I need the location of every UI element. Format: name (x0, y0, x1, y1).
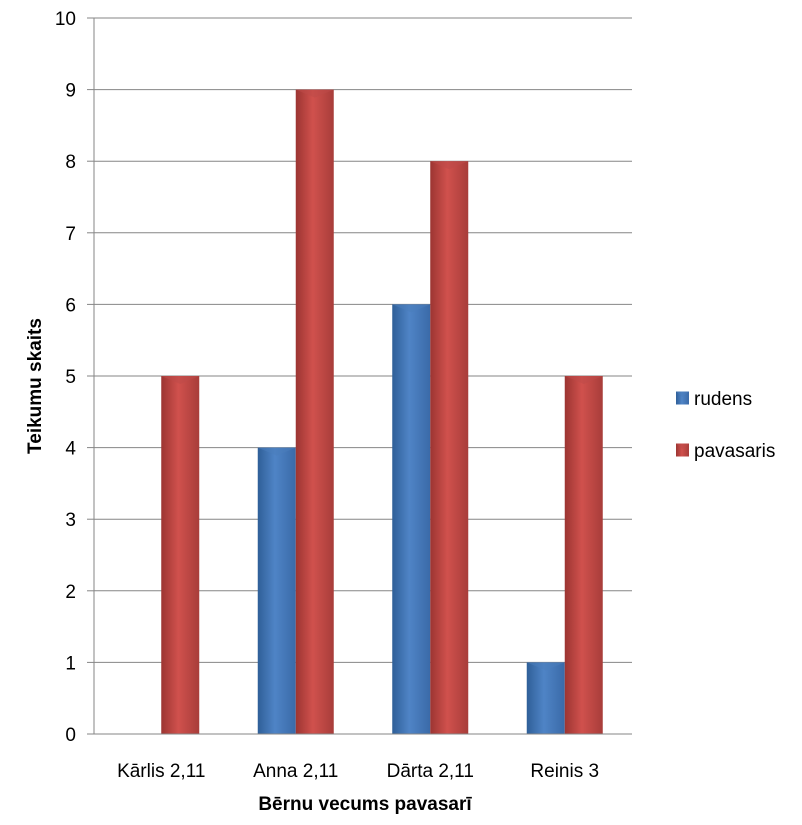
bar-bevel (430, 161, 469, 170)
y-tick-label: 9 (65, 81, 76, 102)
legend-swatch (676, 443, 689, 457)
bar-body (392, 304, 431, 734)
x-tick-label: Kārlis 2,11 (117, 761, 205, 782)
bar-body (295, 89, 334, 735)
bar-body (564, 376, 603, 734)
bar-pavasaris (295, 89, 334, 735)
legend-label: pavasaris (694, 441, 775, 462)
bar-pavasaris (564, 376, 603, 734)
bar-bevel (392, 304, 431, 313)
bar-rudens (526, 662, 565, 734)
legend: rudens pavasaris (676, 389, 775, 462)
y-tick-label: 2 (65, 582, 76, 603)
legend-swatch-bevel (676, 443, 689, 449)
y-tick-label: 3 (65, 510, 76, 531)
y-tick-label: 10 (55, 9, 76, 30)
bar-pavasaris (430, 161, 469, 734)
bar-body (257, 447, 296, 734)
y-tick-labels: 0 1 2 3 4 5 6 7 8 9 10 (55, 9, 77, 746)
bar-pavasaris (161, 376, 200, 734)
y-tick-label: 1 (65, 653, 76, 674)
y-tick-label: 6 (65, 295, 76, 316)
bar-bevel (564, 376, 603, 384)
legend-item-pavasaris: pavasaris (676, 441, 775, 462)
bars (161, 89, 603, 735)
y-tick-label: 5 (65, 367, 76, 388)
bar-bevel (257, 447, 296, 456)
bar-bevel (526, 662, 565, 671)
axes (87, 17, 632, 735)
y-tick-label: 4 (65, 439, 76, 460)
bar-body (430, 161, 469, 734)
bar-bevel (161, 376, 200, 384)
y-tick-label: 8 (65, 152, 76, 173)
y-axis-title: Teikumu skaits (25, 318, 46, 454)
y-tick-label: 0 (65, 725, 76, 746)
legend-label: rudens (694, 389, 752, 410)
legend-swatch-bevel (676, 391, 689, 397)
x-axis-title: Bērnu vecums pavasarī (258, 794, 472, 815)
x-tick-label: Reinis 3 (530, 761, 599, 782)
bar-bevel (295, 89, 334, 98)
x-tick-label: Anna 2,11 (253, 761, 338, 782)
bar-body (526, 662, 565, 734)
legend-swatch (676, 391, 689, 405)
bar-body (161, 376, 200, 734)
bar-rudens (257, 447, 296, 734)
x-tick-label: Dārta 2,11 (387, 761, 474, 782)
y-tick-label: 7 (65, 224, 76, 245)
x-tick-labels: Kārlis 2,11 Anna 2,11 Dārta 2,11 Reinis 3 (117, 761, 599, 782)
bar-rudens (392, 304, 431, 734)
legend-item-rudens: rudens (676, 389, 752, 410)
